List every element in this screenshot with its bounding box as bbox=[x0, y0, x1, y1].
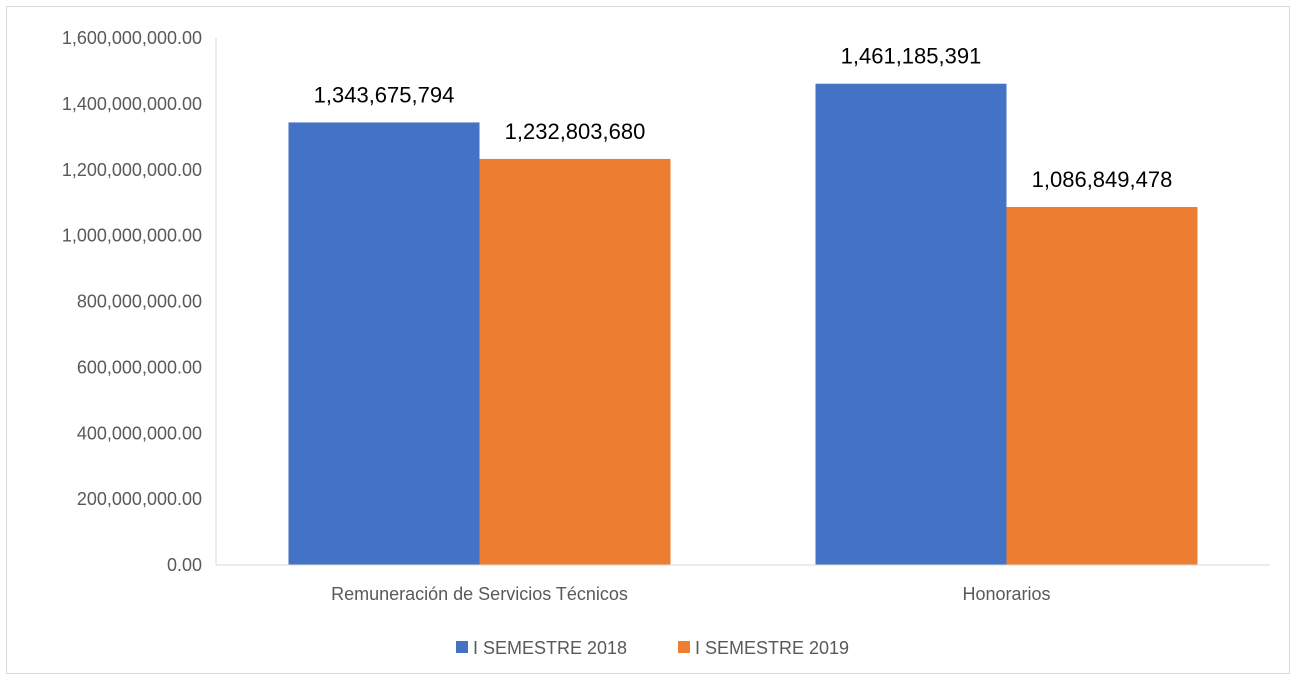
y-tick-label: 800,000,000.00 bbox=[77, 292, 202, 312]
y-tick-label: 1,000,000,000.00 bbox=[62, 226, 202, 246]
x-axis: Remuneración de Servicios Técnicos Honora… bbox=[216, 564, 1270, 604]
bar bbox=[288, 122, 480, 565]
y-tick-label: 1,200,000,000.00 bbox=[62, 160, 202, 180]
legend: I SEMESTRE 2018 I SEMESTRE 2019 bbox=[456, 638, 849, 658]
y-tick-label: 1,600,000,000.00 bbox=[62, 28, 202, 48]
x-category-label: Honorarios bbox=[962, 584, 1050, 604]
legend-swatch bbox=[678, 641, 690, 653]
y-tick-label: 1,400,000,000.00 bbox=[62, 94, 202, 114]
bar-value-label: 1,461,185,391 bbox=[841, 44, 982, 69]
y-axis: 0.00 200,000,000.00 400,000,000.00 600,000,… bbox=[62, 28, 217, 575]
x-category-label: Remuneración de Servicios Técnicos bbox=[331, 584, 628, 604]
legend-label: I SEMESTRE 2018 bbox=[473, 638, 627, 658]
bars bbox=[288, 83, 1198, 566]
legend-swatch bbox=[456, 641, 468, 653]
y-tick-label: 200,000,000.00 bbox=[77, 489, 202, 509]
legend-label: I SEMESTRE 2019 bbox=[695, 638, 849, 658]
bar-value-label: 1,343,675,794 bbox=[314, 82, 455, 107]
bar bbox=[1006, 207, 1198, 565]
y-tick-label: 400,000,000.00 bbox=[77, 423, 202, 443]
data-labels: 1,343,675,794 1,232,803,680 1,461,185,391 1… bbox=[314, 44, 1173, 192]
bar-value-label: 1,086,849,478 bbox=[1032, 167, 1173, 192]
bar bbox=[479, 158, 671, 565]
y-tick-label: 600,000,000.00 bbox=[77, 357, 202, 377]
bar-value-label: 1,232,803,680 bbox=[505, 119, 646, 144]
y-tick-label: 0.00 bbox=[167, 555, 202, 575]
bar bbox=[815, 83, 1007, 566]
